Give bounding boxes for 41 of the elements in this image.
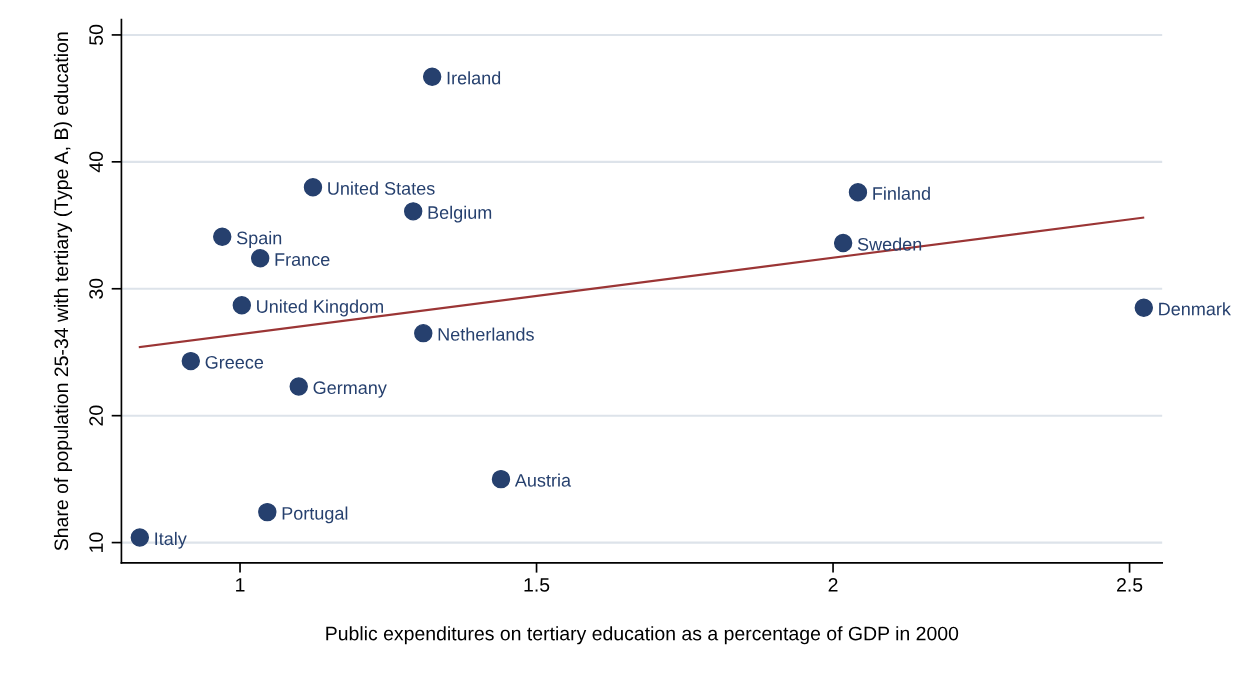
point [232, 296, 252, 315]
annotation: Finland [873, 186, 930, 200]
point [213, 227, 232, 246]
annotation: Germany [313, 381, 387, 398]
x-tick-label: 2 [828, 577, 838, 592]
point [258, 502, 277, 522]
annotation: Portugal [282, 506, 348, 524]
y-axis-title: Share of population 25-34 with tertiary (Type A, B) education [53, 32, 73, 551]
x-tick-label: 1 [236, 578, 245, 592]
x-tick-label: 1.5 [524, 578, 550, 592]
y-tick-label: 10 [89, 532, 103, 552]
annotation: Austria [514, 473, 572, 487]
annotation: Italy [155, 531, 187, 549]
annotation: Belgium [428, 205, 492, 223]
point [250, 249, 270, 268]
annotation: France [275, 253, 330, 266]
annotation: Ireland [447, 71, 501, 85]
annotation: United States [328, 181, 435, 195]
annotation: Sweden [857, 237, 922, 251]
annotation: Netherlands [438, 327, 534, 341]
point [414, 323, 433, 343]
point [1134, 298, 1153, 317]
annotation: Greece [205, 355, 264, 369]
y-tick-label: 20 [89, 405, 103, 426]
point [181, 351, 201, 371]
y-tick-label: 30 [89, 278, 103, 299]
point [833, 233, 853, 253]
point [289, 377, 308, 396]
point [303, 178, 323, 197]
x-tick-label: 2.5 [1117, 577, 1143, 592]
point [848, 183, 868, 202]
x-axis-title: Public expenditures on tertiary education as a percentage of GDP in 2000 [326, 626, 959, 645]
point [130, 528, 150, 547]
y-tick-label: 40 [89, 151, 103, 173]
annotation: United Kingdom [257, 299, 383, 317]
point [491, 469, 511, 489]
point [403, 202, 423, 221]
point [422, 67, 442, 87]
y-tick-label: 50 [89, 24, 103, 45]
annotation: Denmark [1159, 302, 1231, 316]
annotation: Spain [236, 231, 282, 248]
